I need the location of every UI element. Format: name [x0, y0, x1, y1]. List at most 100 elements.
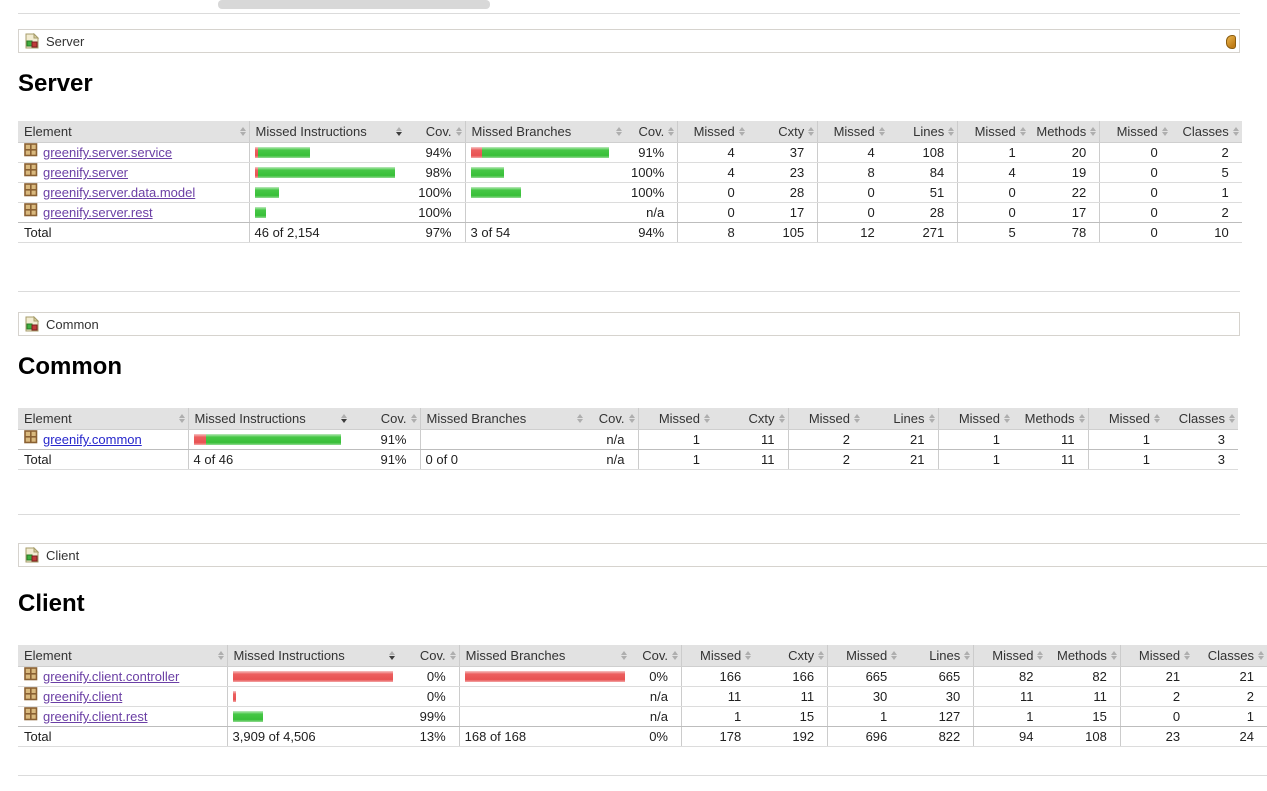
sort-icon[interactable]: [577, 413, 583, 423]
column-header-missed-branches-3[interactable]: Missed Branches: [458, 645, 630, 667]
package-link[interactable]: greenify.client.rest: [43, 709, 148, 724]
sort-icon[interactable]: [1004, 413, 1010, 423]
column-header-classes-12[interactable]: Classes: [1170, 121, 1242, 143]
column-header-missed-5[interactable]: Missed: [677, 121, 748, 143]
sort-icon[interactable]: [1184, 650, 1191, 660]
sort-icon[interactable]: [778, 413, 785, 423]
sort-icon[interactable]: [1232, 126, 1239, 136]
column-header-cov-2[interactable]: Cov.: [350, 408, 420, 430]
sort-icon[interactable]: [738, 126, 745, 136]
sort-icon[interactable]: [818, 650, 825, 660]
column-header-missed-branches-3[interactable]: Missed Branches: [419, 408, 586, 430]
sort-icon[interactable]: [1258, 650, 1264, 660]
package-link[interactable]: greenify.server.data.model: [43, 185, 196, 200]
column-header-classes-12[interactable]: Classes: [1193, 645, 1267, 667]
sort-icon[interactable]: [671, 650, 678, 660]
sort-icon[interactable]: [1037, 650, 1044, 660]
sort-desc-icon[interactable]: [388, 650, 395, 660]
column-header-missed-branches-3[interactable]: Missed Branches: [464, 121, 625, 143]
sort-icon[interactable]: [217, 650, 224, 660]
column-header-label: Missed Instructions: [194, 411, 306, 426]
methods-cell: 17: [1028, 202, 1100, 223]
classes-cell: 5: [1170, 162, 1242, 183]
column-header-cxty-6[interactable]: Cxty: [754, 645, 828, 667]
column-header-missed-9[interactable]: Missed: [937, 408, 1013, 430]
sort-icon[interactable]: [616, 126, 622, 136]
sort-icon[interactable]: [1110, 650, 1117, 660]
column-header-missed-9[interactable]: Missed: [957, 121, 1029, 143]
sort-icon[interactable]: [1019, 126, 1026, 136]
column-header-missed-11[interactable]: Missed: [1087, 408, 1163, 430]
package-link[interactable]: greenify.server: [43, 165, 129, 180]
column-header-cov-2[interactable]: Cov.: [397, 645, 460, 667]
branches-coverage-cell: 0%: [629, 666, 682, 687]
sort-icon[interactable]: [1154, 413, 1160, 423]
total-missed-branches-cell: 3 of 54: [464, 222, 625, 243]
total-lines-cell: 822: [900, 726, 974, 747]
sort-icon[interactable]: [1078, 413, 1085, 423]
missed-cxty-cell: 4: [677, 142, 748, 163]
column-header-missed-11[interactable]: Missed: [1119, 645, 1194, 667]
sort-icon[interactable]: [854, 413, 860, 423]
sort-icon[interactable]: [1161, 126, 1168, 136]
sort-icon[interactable]: [948, 126, 955, 136]
sort-icon[interactable]: [928, 413, 935, 423]
column-header-element-0[interactable]: Element: [18, 645, 228, 667]
sort-icon[interactable]: [1229, 413, 1235, 423]
column-header-cxty-6[interactable]: Cxty: [713, 408, 788, 430]
table-row: greenify.server.service 94% 91% 4 37 4 108 1 20 0…: [18, 142, 1242, 163]
package-link[interactable]: greenify.common: [43, 432, 142, 447]
column-header-missed-instructions-1[interactable]: Missed Instructions: [187, 408, 350, 430]
sort-icon[interactable]: [1090, 126, 1097, 136]
package-link[interactable]: greenify.client.controller: [43, 669, 180, 684]
package-link[interactable]: greenify.server.rest: [43, 205, 153, 220]
column-header-element-0[interactable]: Element: [18, 408, 188, 430]
sort-icon[interactable]: [964, 650, 971, 660]
column-header-cov-4[interactable]: Cov.: [586, 408, 638, 430]
sort-icon[interactable]: [808, 126, 815, 136]
sort-icon[interactable]: [891, 650, 898, 660]
package-link[interactable]: greenify.server.service: [43, 145, 173, 160]
column-header-cov-4[interactable]: Cov.: [629, 645, 682, 667]
column-header-missed-7[interactable]: Missed: [827, 645, 901, 667]
table-row: greenify.client.controller 0% 0% 166 166 665 6…: [18, 666, 1267, 687]
column-header-cov-4[interactable]: Cov.: [625, 121, 678, 143]
column-header-methods-10[interactable]: Methods: [1028, 121, 1100, 143]
column-header-element-0[interactable]: Element: [18, 121, 249, 143]
sort-icon[interactable]: [449, 650, 456, 660]
column-header-missed-5[interactable]: Missed: [680, 645, 755, 667]
table-row: greenify.client.rest 99% n/a 1 15 1 127 1 15 0 1: [18, 706, 1267, 727]
column-header-cxty-6[interactable]: Cxty: [747, 121, 818, 143]
sort-icon[interactable]: [878, 126, 885, 136]
column-header-cov-2[interactable]: Cov.: [405, 121, 465, 143]
sort-icon[interactable]: [745, 650, 752, 660]
sort-icon[interactable]: [704, 413, 710, 423]
column-header-methods-10[interactable]: Methods: [1046, 645, 1121, 667]
column-header-lines-8[interactable]: Lines: [900, 645, 974, 667]
sort-icon[interactable]: [628, 413, 635, 423]
scrollbar-thumb[interactable]: [218, 0, 490, 9]
sort-icon[interactable]: [620, 650, 627, 660]
sort-icon[interactable]: [178, 413, 185, 423]
sort-desc-icon[interactable]: [341, 413, 347, 423]
column-header-missed-instructions-1[interactable]: Missed Instructions: [248, 121, 405, 143]
column-header-lines-8[interactable]: Lines: [887, 121, 958, 143]
sort-icon[interactable]: [455, 126, 462, 136]
column-header-missed-7[interactable]: Missed: [787, 408, 863, 430]
sort-icon[interactable]: [239, 126, 246, 136]
column-header-missed-5[interactable]: Missed: [637, 408, 713, 430]
column-header-classes-12[interactable]: Classes: [1163, 408, 1238, 430]
column-header-missed-instructions-1[interactable]: Missed Instructions: [226, 645, 398, 667]
header-row: Element Missed Instructions Cov. Missed Bra…: [18, 408, 1238, 430]
sort-desc-icon[interactable]: [396, 126, 402, 136]
column-header-lines-8[interactable]: Lines: [863, 408, 938, 430]
sessions-icon[interactable]: [1226, 35, 1236, 49]
cxty-cell: 17: [747, 202, 818, 223]
column-header-missed-11[interactable]: Missed: [1099, 121, 1171, 143]
sort-icon[interactable]: [410, 413, 417, 423]
package-link[interactable]: greenify.client: [43, 689, 123, 704]
sort-icon[interactable]: [668, 126, 675, 136]
column-header-methods-10[interactable]: Methods: [1013, 408, 1088, 430]
column-header-missed-7[interactable]: Missed: [817, 121, 888, 143]
column-header-missed-9[interactable]: Missed: [973, 645, 1047, 667]
